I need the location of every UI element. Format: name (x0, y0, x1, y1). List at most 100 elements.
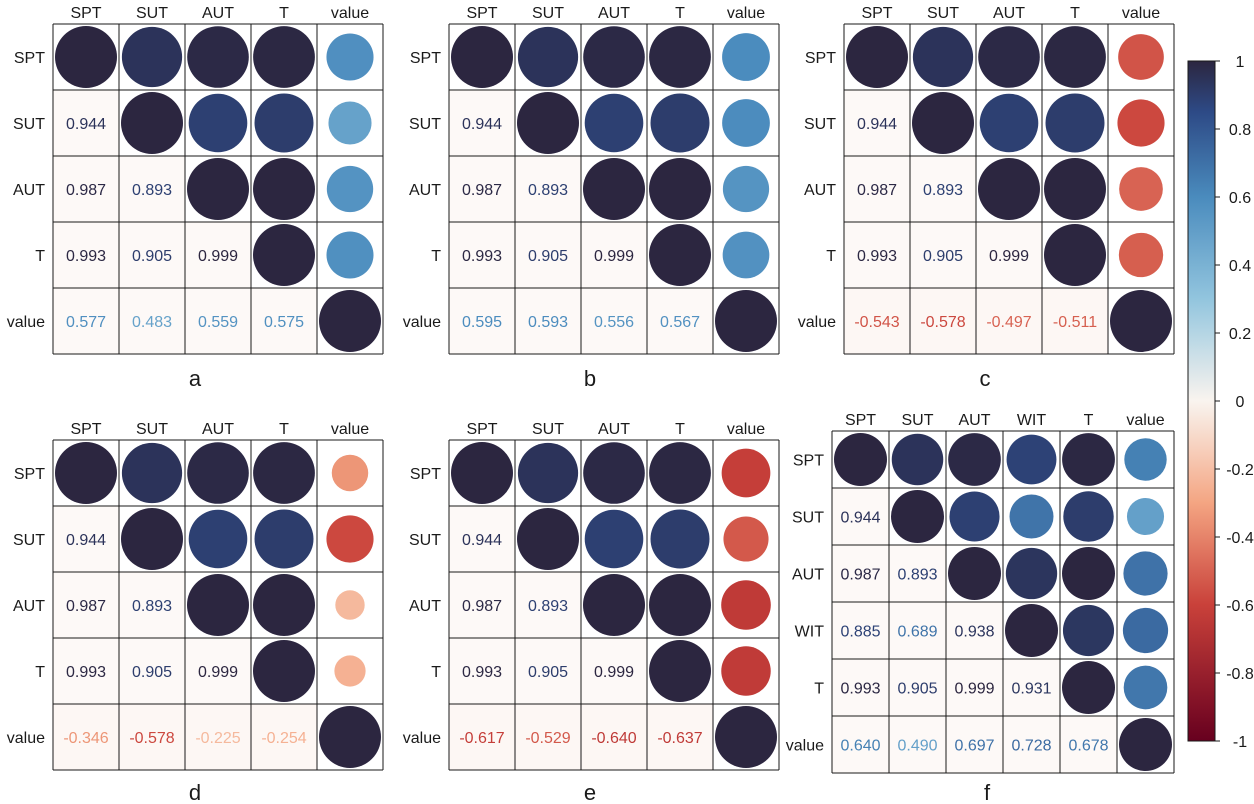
correlation-value: 0.905 (132, 248, 172, 265)
correlation-value: 0.944 (66, 116, 106, 133)
correlation-value: -0.637 (657, 730, 702, 747)
correlation-circle (1062, 547, 1115, 600)
row-label: T (826, 248, 836, 265)
correlation-circle (583, 26, 645, 88)
correlation-circle (723, 516, 769, 562)
correlation-circle (328, 101, 372, 145)
cell-bg (889, 659, 946, 716)
color-bar-tick-label: -0.8 (1226, 666, 1254, 683)
column-label: T (1084, 412, 1094, 429)
correlation-value: -0.529 (525, 730, 570, 747)
correlation-circle (517, 442, 579, 504)
cell-bg (449, 638, 515, 704)
correlation-value: 0.595 (462, 314, 502, 331)
panel-label: b (584, 366, 596, 391)
cell-bg (53, 156, 119, 222)
row-label: value (7, 730, 45, 747)
correlation-circle (583, 442, 645, 504)
correlation-circle (55, 26, 117, 88)
correlation-value: 0.893 (528, 598, 568, 615)
cell-bg (119, 638, 185, 704)
column-label: SUT (136, 421, 168, 438)
cell-bg (53, 222, 119, 288)
cell-bg (1003, 716, 1060, 773)
correlation-value: 0.728 (1011, 738, 1051, 755)
correlation-circle (978, 158, 1040, 220)
correlation-circle (721, 646, 771, 696)
correlation-circle (722, 99, 770, 147)
correlation-value: 0.905 (132, 664, 172, 681)
correlation-value: -0.346 (63, 730, 108, 747)
correlation-circle (1118, 34, 1164, 80)
correlation-value: 0.593 (528, 314, 568, 331)
row-label: SPT (14, 50, 45, 67)
correlation-value: 0.931 (1011, 681, 1051, 698)
correlation-value: 0.697 (954, 738, 994, 755)
column-label: AUT (993, 5, 1025, 22)
cell-bg (449, 90, 515, 156)
correlation-circle (583, 158, 645, 220)
cell-bg (251, 704, 317, 770)
correlation-circle (1005, 604, 1058, 657)
correlation-circle (650, 509, 710, 569)
correlation-circle (1110, 290, 1172, 352)
correlation-value: 0.893 (528, 182, 568, 199)
column-label: SUT (927, 5, 959, 22)
cell-bg (910, 222, 976, 288)
correlation-circle (583, 574, 645, 636)
cell-bg (581, 638, 647, 704)
row-label: SUT (409, 532, 441, 549)
cell-bg (185, 704, 251, 770)
correlation-circle (1044, 158, 1106, 220)
correlation-circle (55, 442, 117, 504)
correlation-circle (715, 290, 777, 352)
column-label: SPT (861, 5, 892, 22)
correlation-value: 0.893 (132, 598, 172, 615)
correlation-circle (335, 590, 365, 620)
row-label: T (814, 681, 824, 698)
column-label: SUT (902, 412, 934, 429)
cell-bg (889, 545, 946, 602)
cell-bg (844, 288, 910, 354)
correlation-value: 0.987 (462, 182, 502, 199)
correlation-value: 0.567 (660, 314, 700, 331)
correlation-value: 0.944 (66, 532, 106, 549)
row-label: AUT (409, 598, 441, 615)
color-bar-tick-label: 1 (1236, 54, 1245, 71)
column-label: value (727, 5, 765, 22)
color-bar-tick-label: 0.4 (1229, 258, 1251, 275)
correlation-value: -0.497 (986, 314, 1031, 331)
correlation-circle (187, 442, 249, 504)
correlation-circle (891, 433, 944, 486)
column-label: SUT (532, 5, 564, 22)
row-label: AUT (804, 182, 836, 199)
column-label: SPT (466, 5, 497, 22)
correlation-value: 0.999 (594, 664, 634, 681)
correlation-circle (253, 26, 315, 88)
correlation-circle (1009, 494, 1054, 539)
correlation-circle (978, 26, 1040, 88)
row-label: SUT (792, 510, 824, 527)
correlation-circle (1045, 93, 1105, 153)
row-label: SPT (14, 466, 45, 483)
correlation-circle (1005, 547, 1058, 600)
correlation-value: 0.999 (198, 664, 238, 681)
cell-bg (515, 222, 581, 288)
correlation-value: 0.893 (923, 182, 963, 199)
column-label: AUT (202, 421, 234, 438)
correlation-circle (649, 442, 711, 504)
row-label: value (403, 314, 441, 331)
correlation-circle (949, 491, 1000, 542)
correlation-circle (722, 33, 770, 81)
correlation-circle (1123, 665, 1168, 710)
correlation-circle (187, 158, 249, 220)
correlation-circle (253, 442, 315, 504)
cell-bg (449, 704, 515, 770)
cell-bg (581, 222, 647, 288)
color-bar-tick-label: 0.8 (1229, 122, 1251, 139)
cell-bg (449, 222, 515, 288)
